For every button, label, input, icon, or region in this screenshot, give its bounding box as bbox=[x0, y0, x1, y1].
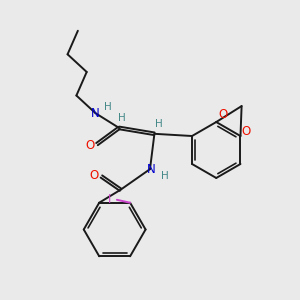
Text: I: I bbox=[108, 193, 111, 206]
Text: O: O bbox=[242, 125, 251, 138]
Text: O: O bbox=[218, 108, 228, 121]
Text: H: H bbox=[118, 112, 126, 123]
Text: H: H bbox=[104, 102, 112, 112]
Text: H: H bbox=[155, 119, 163, 129]
Text: O: O bbox=[85, 139, 94, 152]
Text: N: N bbox=[91, 107, 99, 120]
Text: O: O bbox=[89, 169, 99, 182]
Text: N: N bbox=[147, 163, 156, 176]
Text: H: H bbox=[161, 171, 169, 181]
